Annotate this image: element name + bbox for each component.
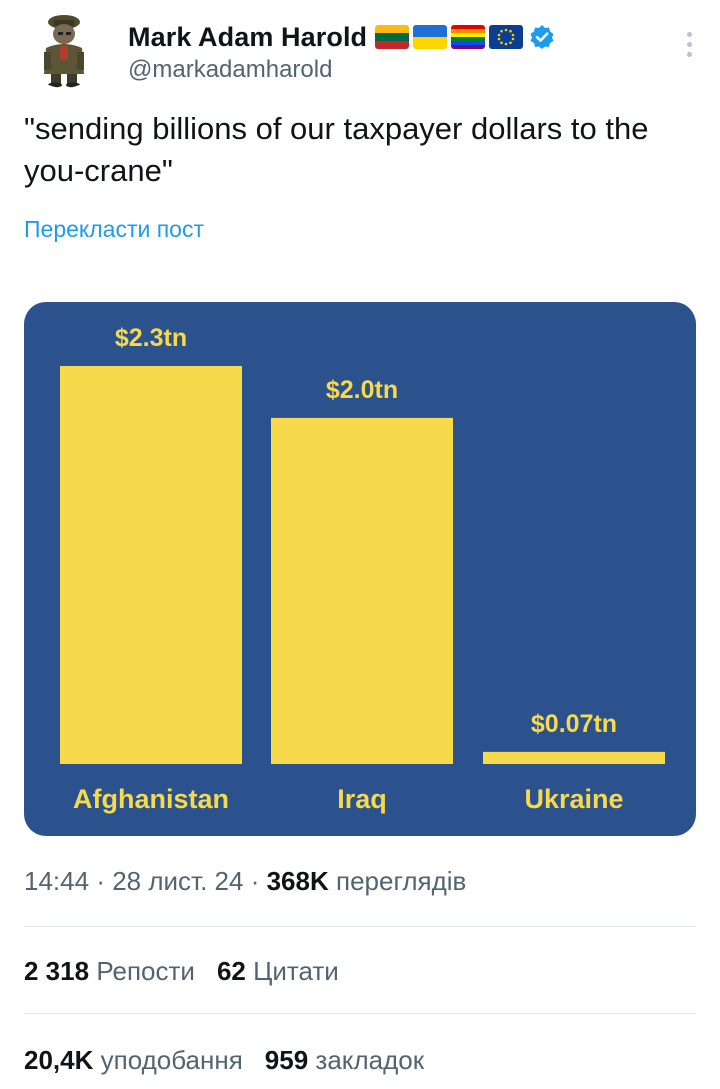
- tweet-header: Mark Adam Harold: [24, 8, 704, 88]
- divider: [24, 926, 696, 927]
- more-options-icon[interactable]: [674, 24, 704, 64]
- avatar[interactable]: [24, 8, 104, 88]
- display-name[interactable]: Mark Adam Harold: [128, 21, 368, 52]
- divider: [24, 1013, 696, 1014]
- likes-count: 20,4K: [24, 1045, 94, 1075]
- bookmarks-label: закладок: [315, 1045, 425, 1075]
- tweet-meta: 14:44 · 28 лист. 24 · 368K переглядів: [24, 866, 466, 897]
- value-label-iraq: $2.0tn: [326, 376, 398, 404]
- value-label-ukraine: $0.07tn: [531, 710, 617, 738]
- meta-separator: ·: [250, 866, 260, 896]
- lithuania-flag-icon: [375, 25, 410, 49]
- engagement-row-1: 2 318 Репости 62 Цитати: [24, 956, 339, 987]
- tweet-text: "sending billions of our taxpayer dollar…: [24, 111, 649, 188]
- bar-iraq: [271, 417, 453, 764]
- views-count: 368K: [266, 866, 329, 896]
- eu-flag-icon: [489, 25, 524, 49]
- likes-link[interactable]: 20,4K уподобання: [24, 1045, 243, 1075]
- category-label-ukraine: Ukraine: [524, 784, 623, 814]
- chart-image[interactable]: $2.3tn Afghanistan $2.0tn Iraq $0.07tn Ukrain…: [24, 302, 696, 836]
- quotes-count: 62: [216, 956, 246, 986]
- category-label-afghanistan: Afghanistan: [73, 784, 229, 814]
- verified-badge-icon[interactable]: [529, 24, 555, 50]
- engagement-row-2: 20,4K уподобання 959 закладок: [24, 1045, 424, 1076]
- name-row: Mark Adam Harold: [128, 20, 555, 54]
- reposts-count: 2 318: [24, 956, 90, 986]
- quotes-label: Цитати: [253, 956, 339, 986]
- reposts-link[interactable]: 2 318 Репости: [24, 956, 195, 986]
- rainbow-flag-icon: [451, 25, 486, 49]
- bar-chart: $2.3tn Afghanistan $2.0tn Iraq $0.07tn Ukrain…: [60, 324, 665, 814]
- avatar-image: [24, 8, 104, 88]
- user-handle[interactable]: @markadamharold: [128, 56, 333, 83]
- reposts-label: Репости: [96, 956, 195, 986]
- quotes-link[interactable]: 62 Цитати: [217, 956, 339, 986]
- likes-label: уподобання: [100, 1045, 243, 1075]
- meta-separator: ·: [96, 866, 105, 896]
- bar-afghanistan: [60, 366, 242, 764]
- category-label-iraq: Iraq: [337, 784, 387, 814]
- bar-ukraine: [483, 751, 665, 764]
- ukraine-flag-icon: [413, 25, 448, 49]
- post-time[interactable]: 14:44: [24, 866, 90, 896]
- translate-post-link[interactable]: Перекласти пост: [24, 216, 204, 242]
- value-label-afghanistan: $2.3tn: [115, 324, 187, 352]
- views-label: переглядів: [335, 866, 467, 896]
- post-date[interactable]: 28 лист. 24: [112, 866, 244, 896]
- flag-list: [375, 25, 524, 49]
- bookmarks-link[interactable]: 959 закладок: [265, 1045, 424, 1075]
- bookmarks-count: 959: [264, 1045, 309, 1075]
